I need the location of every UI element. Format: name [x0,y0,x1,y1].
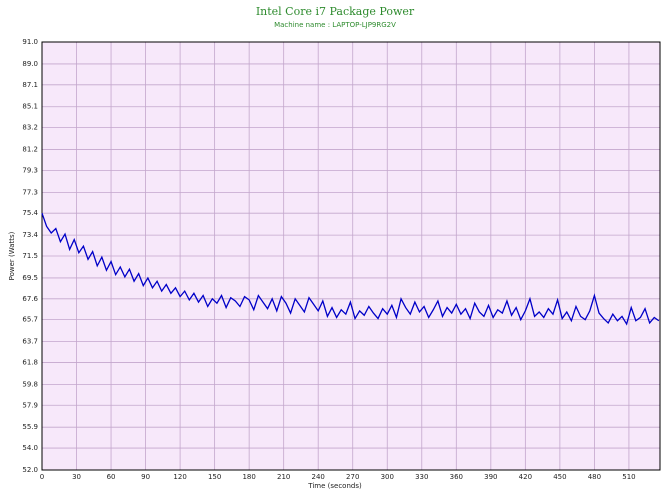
y-tick-label: 71.5 [22,252,38,260]
x-tick-label: 330 [415,473,428,481]
y-tick-label: 87.1 [22,81,38,89]
y-tick-label: 59.8 [22,380,38,388]
x-tick-label: 120 [173,473,186,481]
x-tick-label: 30 [72,473,81,481]
data-line [41,212,660,326]
x-axis-label: Time (seconds) [307,482,362,490]
y-tick-label: 75.4 [22,209,38,217]
y-tick-label: 83.2 [22,124,38,132]
plot-border [41,41,661,471]
x-tick-label: 60 [107,473,116,481]
y-tick-label: 65.7 [22,316,38,324]
x-tick-label: 90 [141,473,150,481]
x-tick-label: 180 [242,473,255,481]
y-tick-label: 57.9 [22,401,38,409]
y-tick-label: 61.8 [22,358,38,366]
x-tick-label: 390 [484,473,497,481]
y-tick-label: 69.5 [22,274,38,282]
x-tick-label: 270 [346,473,359,481]
x-tick-label: 360 [450,473,463,481]
y-tick-label: 85.1 [22,103,38,111]
x-tick-label: 450 [553,473,566,481]
y-axis-label: Power (Watts) [8,231,16,280]
x-tick-label: 210 [277,473,290,481]
chart-subtitle: Machine name : LAPTOP-LJP9RG2V [274,21,396,29]
y-tick-label: 63.7 [22,338,38,346]
x-tick-label: 150 [208,473,221,481]
y-tick-label: 81.2 [22,146,38,154]
y-tick-label: 91.0 [22,38,38,46]
y-tick-label: 52.0 [22,466,38,474]
x-tick-label: 0 [40,473,44,481]
x-tick-label: 420 [519,473,532,481]
y-tick-label: 79.3 [22,166,38,174]
y-tick-label: 89.0 [22,60,38,68]
y-tick-label: 77.3 [22,188,38,196]
x-tick-label: 300 [381,473,394,481]
y-tick-label: 55.9 [22,423,38,431]
y-tick-label: 54.0 [22,444,38,452]
y-tick-label: 73.4 [22,231,38,239]
x-tick-label: 480 [588,473,601,481]
chart-title: Intel Core i7 Package Power [256,5,415,18]
x-tick-label: 510 [622,473,635,481]
y-tick-label: 67.6 [22,295,38,303]
x-tick-label: 240 [312,473,325,481]
